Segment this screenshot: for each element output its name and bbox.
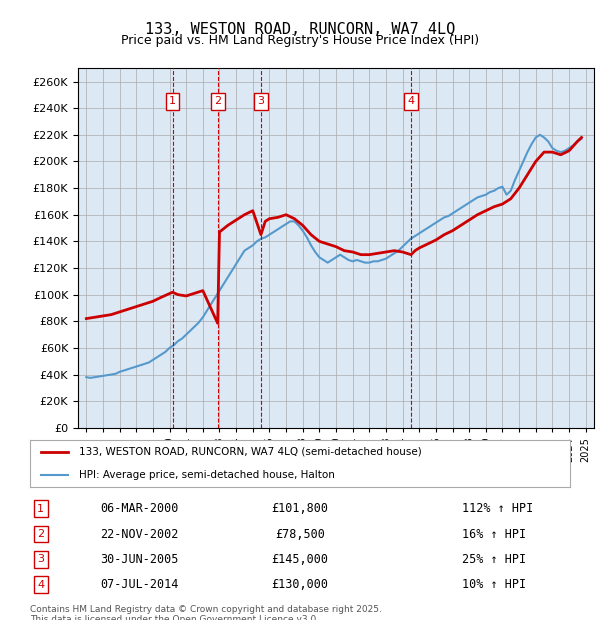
Text: 16% ↑ HPI: 16% ↑ HPI — [462, 528, 526, 541]
Text: HPI: Average price, semi-detached house, Halton: HPI: Average price, semi-detached house,… — [79, 470, 334, 480]
Text: 4: 4 — [407, 97, 415, 107]
Text: 10% ↑ HPI: 10% ↑ HPI — [462, 578, 526, 591]
Text: 22-NOV-2002: 22-NOV-2002 — [100, 528, 179, 541]
Text: 06-MAR-2000: 06-MAR-2000 — [100, 502, 179, 515]
Text: £130,000: £130,000 — [271, 578, 329, 591]
Text: £101,800: £101,800 — [271, 502, 329, 515]
Text: 3: 3 — [257, 97, 265, 107]
Text: 133, WESTON ROAD, RUNCORN, WA7 4LQ (semi-detached house): 133, WESTON ROAD, RUNCORN, WA7 4LQ (semi… — [79, 447, 421, 457]
Text: 1: 1 — [37, 504, 44, 514]
Text: Contains HM Land Registry data © Crown copyright and database right 2025.
This d: Contains HM Land Registry data © Crown c… — [30, 604, 382, 620]
Text: 133, WESTON ROAD, RUNCORN, WA7 4LQ: 133, WESTON ROAD, RUNCORN, WA7 4LQ — [145, 22, 455, 37]
Text: 3: 3 — [37, 554, 44, 564]
Text: 112% ↑ HPI: 112% ↑ HPI — [462, 502, 533, 515]
Text: Price paid vs. HM Land Registry's House Price Index (HPI): Price paid vs. HM Land Registry's House … — [121, 34, 479, 47]
Text: 30-JUN-2005: 30-JUN-2005 — [100, 553, 179, 566]
Text: 07-JUL-2014: 07-JUL-2014 — [100, 578, 179, 591]
Text: 4: 4 — [37, 580, 44, 590]
Text: 25% ↑ HPI: 25% ↑ HPI — [462, 553, 526, 566]
Text: 2: 2 — [214, 97, 221, 107]
Text: £78,500: £78,500 — [275, 528, 325, 541]
Text: 1: 1 — [169, 97, 176, 107]
Text: £145,000: £145,000 — [271, 553, 329, 566]
Text: 2: 2 — [37, 529, 44, 539]
